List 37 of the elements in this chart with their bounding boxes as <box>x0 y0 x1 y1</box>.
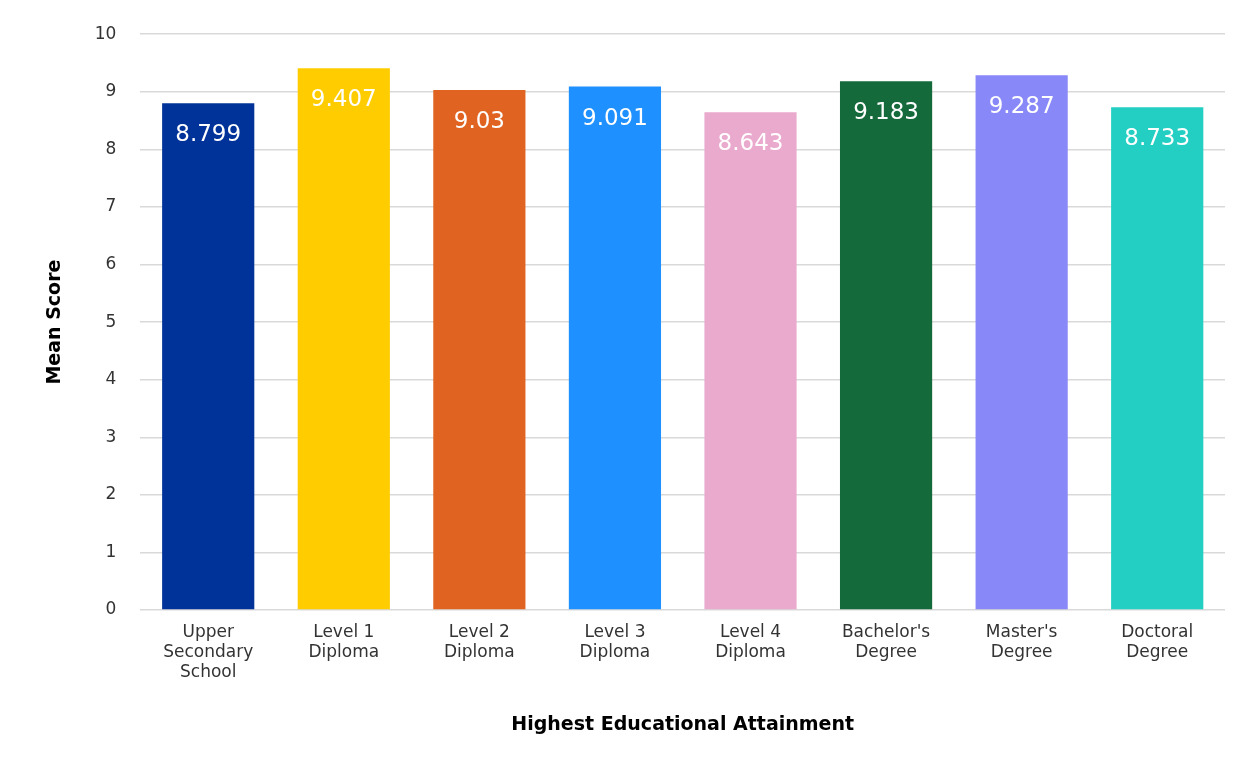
data-label: 9.287 <box>988 92 1055 119</box>
bar <box>975 75 1068 610</box>
y-tick-label: 3 <box>105 425 117 446</box>
data-label: 9.407 <box>310 85 377 112</box>
data-label: 8.643 <box>717 129 784 156</box>
bar <box>568 86 662 610</box>
x-tick-label: Level 3 Diploma <box>579 620 651 662</box>
bar <box>297 68 390 610</box>
y-tick-label: 1 <box>105 540 117 561</box>
data-label: 9.03 <box>453 107 505 134</box>
y-tick-label: 2 <box>105 483 117 504</box>
x-tick-label: Bachelor's Degree <box>841 620 931 662</box>
y-axis-title: Mean Score <box>42 259 65 385</box>
x-tick-label: Level 4 Diploma <box>715 620 786 662</box>
x-tick-label: Level 2 Diploma <box>444 620 515 662</box>
y-tick-label: 7 <box>105 195 117 216</box>
x-tick-label: Level 1 Diploma <box>308 620 380 662</box>
bar <box>433 90 526 610</box>
bar <box>704 112 797 610</box>
x-tick-label: Upper Secondary School <box>163 620 254 682</box>
data-label: 9.183 <box>853 98 919 125</box>
y-tick-label: 5 <box>105 310 117 331</box>
y-tick-label: 9 <box>105 80 117 101</box>
x-tick-label: Doctoral Degree <box>1121 620 1194 662</box>
bar <box>1111 107 1204 610</box>
y-tick-label: 4 <box>105 368 117 389</box>
data-label: 8.733 <box>1124 124 1191 151</box>
y-tick-label: 8 <box>105 137 117 158</box>
bar <box>839 81 933 610</box>
y-tick-label: 6 <box>105 252 117 273</box>
data-label: 9.091 <box>582 103 648 130</box>
bar <box>162 103 255 610</box>
x-tick-label: Master's Degree <box>985 620 1058 662</box>
x-axis-title: Highest Educational Attainment <box>511 711 855 734</box>
data-label: 8.799 <box>175 120 242 147</box>
y-tick-label: 0 <box>105 598 117 619</box>
y-tick-label: 10 <box>94 22 117 43</box>
